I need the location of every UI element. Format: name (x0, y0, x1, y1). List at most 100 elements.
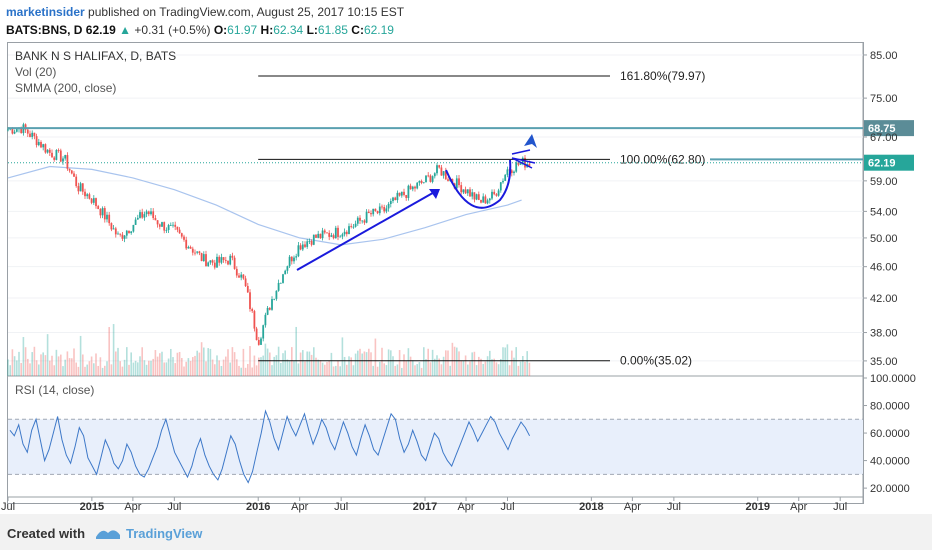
candle-body (299, 245, 302, 250)
volume-bar (75, 362, 77, 376)
candle-body (185, 239, 188, 249)
volume-bar (394, 365, 396, 376)
volume-bar (172, 357, 174, 376)
close-value: 62.19 (363, 23, 394, 37)
volume-bar (440, 364, 443, 376)
volume-bar (511, 350, 513, 376)
volume-bar (238, 365, 240, 376)
price-tick-label: 54.00 (870, 206, 898, 218)
candle-body (77, 186, 80, 192)
candle-body (418, 180, 421, 183)
volume-bar (456, 347, 458, 376)
price-tick-label: 75.00 (870, 93, 898, 105)
volume-bar (321, 362, 324, 376)
candle-body (444, 171, 447, 180)
candle-body (233, 257, 236, 269)
candle-body (209, 260, 212, 263)
volume-bar (209, 348, 212, 376)
candle-body (337, 227, 339, 237)
candle-body (460, 185, 463, 193)
candle-body (352, 226, 355, 228)
volume-bar (9, 365, 11, 376)
candle-body (26, 129, 29, 134)
candle-body (95, 198, 97, 207)
candle-body (455, 178, 458, 189)
candle-body (306, 241, 309, 247)
candle-body (301, 244, 304, 250)
candle-body (13, 131, 16, 134)
volume-bar (121, 366, 124, 376)
candle-body (194, 252, 196, 254)
candle-body (400, 191, 403, 196)
candle-body (130, 231, 133, 234)
price-tick-label: 67.00 (870, 132, 898, 144)
candle-body (469, 189, 471, 197)
candle-body (286, 266, 289, 271)
volume-bar (214, 364, 216, 376)
candle-body (374, 208, 377, 212)
volume-bar (376, 366, 379, 376)
tradingview-brand[interactable]: TradingView (126, 526, 203, 541)
volume-bar (429, 362, 432, 376)
volume-bar (51, 355, 53, 376)
candle-body (480, 199, 482, 203)
volume-bar (106, 361, 108, 376)
volume-bar (469, 361, 471, 376)
fib-levels[interactable]: 161.80%(79.97) 100.00%(62.80) 0.00%(35.02)… (8, 69, 914, 368)
volume-bar (493, 358, 495, 376)
candle-body (227, 260, 229, 265)
time-tick-label: Apr (457, 501, 474, 513)
candle-body (143, 214, 146, 218)
candle-body (229, 255, 232, 265)
time-tick-label: Jul (833, 501, 847, 513)
volume-bar (482, 363, 484, 376)
candle-body (284, 270, 287, 275)
candle-body (244, 278, 247, 287)
candle-body (231, 255, 234, 258)
candle-body (37, 142, 40, 146)
volume-bar (427, 348, 429, 376)
volume-bar (473, 351, 476, 376)
candle-body (427, 175, 430, 177)
candle-body (420, 180, 423, 183)
volume-bar (295, 326, 297, 376)
volume-bar (130, 352, 132, 376)
volume-bar (313, 347, 315, 376)
rsi-tick-label: 100.0000 (870, 373, 916, 385)
volume-bar (464, 355, 467, 376)
candle-body (51, 152, 53, 158)
volume-bar (451, 342, 454, 376)
candle-body (42, 144, 45, 148)
volume-bar (141, 347, 143, 376)
candle-body (295, 256, 298, 258)
volume-bar (126, 347, 128, 376)
candle-body (134, 219, 137, 225)
tradingview-logo-icon (96, 530, 120, 539)
volume-bar (211, 359, 214, 376)
volume-bar (495, 362, 498, 376)
volume-bar (53, 365, 55, 376)
trend-drawings[interactable] (296, 134, 537, 271)
price-tick-label: 38.00 (870, 328, 898, 340)
candle-body (249, 292, 251, 310)
author-link[interactable]: marketinsider (6, 5, 85, 19)
candle-body (15, 129, 18, 132)
fib-level-label: 100.00%(62.80) (620, 152, 705, 166)
candle-body (264, 314, 267, 326)
volume-bar (401, 367, 403, 376)
candle-body (266, 307, 269, 315)
volume-bar (20, 362, 22, 376)
volume-bar (165, 362, 168, 376)
candle-body (119, 233, 122, 235)
candle-body (207, 262, 210, 267)
candle-body (196, 251, 199, 253)
candle-body (354, 223, 357, 227)
volume-bar (86, 364, 88, 376)
volume-bar (148, 360, 150, 376)
volume-bar (134, 360, 137, 376)
candle-body (73, 173, 75, 177)
volume-bar (203, 347, 205, 376)
candle-body (396, 192, 399, 201)
volume-bar (145, 364, 148, 376)
